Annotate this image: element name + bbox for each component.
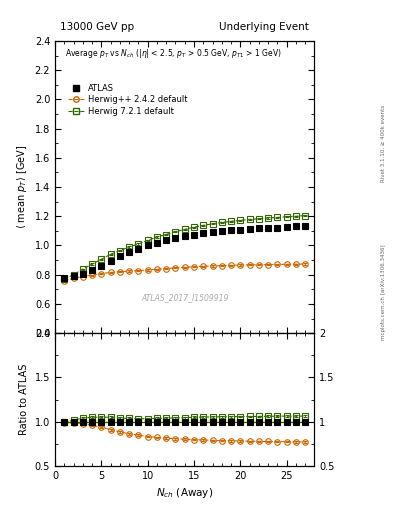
Text: Average $p_T$ vs $N_{ch}$ ($|\eta|$ < 2.5, $p_T$ > 0.5 GeV, $p_{T1}$ > 1 GeV): Average $p_T$ vs $N_{ch}$ ($|\eta|$ < 2.… bbox=[65, 47, 282, 60]
Legend: ATLAS, Herwig++ 2.4.2 default, Herwig 7.2.1 default: ATLAS, Herwig++ 2.4.2 default, Herwig 7.… bbox=[64, 80, 191, 119]
Text: mcplots.cern.ch [arXiv:1306.3436]: mcplots.cern.ch [arXiv:1306.3436] bbox=[381, 244, 386, 339]
Text: 13000 GeV pp: 13000 GeV pp bbox=[60, 22, 134, 32]
X-axis label: $N_{ch}$ (Away): $N_{ch}$ (Away) bbox=[156, 486, 213, 500]
Y-axis label: $\langle$ mean $p_T\rangle$ [GeV]: $\langle$ mean $p_T\rangle$ [GeV] bbox=[15, 145, 29, 229]
Text: Rivet 3.1.10, ≥ 400k events: Rivet 3.1.10, ≥ 400k events bbox=[381, 105, 386, 182]
Text: Underlying Event: Underlying Event bbox=[219, 22, 309, 32]
Y-axis label: Ratio to ATLAS: Ratio to ATLAS bbox=[19, 364, 29, 435]
Text: ATLAS_2017_I1509919: ATLAS_2017_I1509919 bbox=[141, 293, 228, 303]
